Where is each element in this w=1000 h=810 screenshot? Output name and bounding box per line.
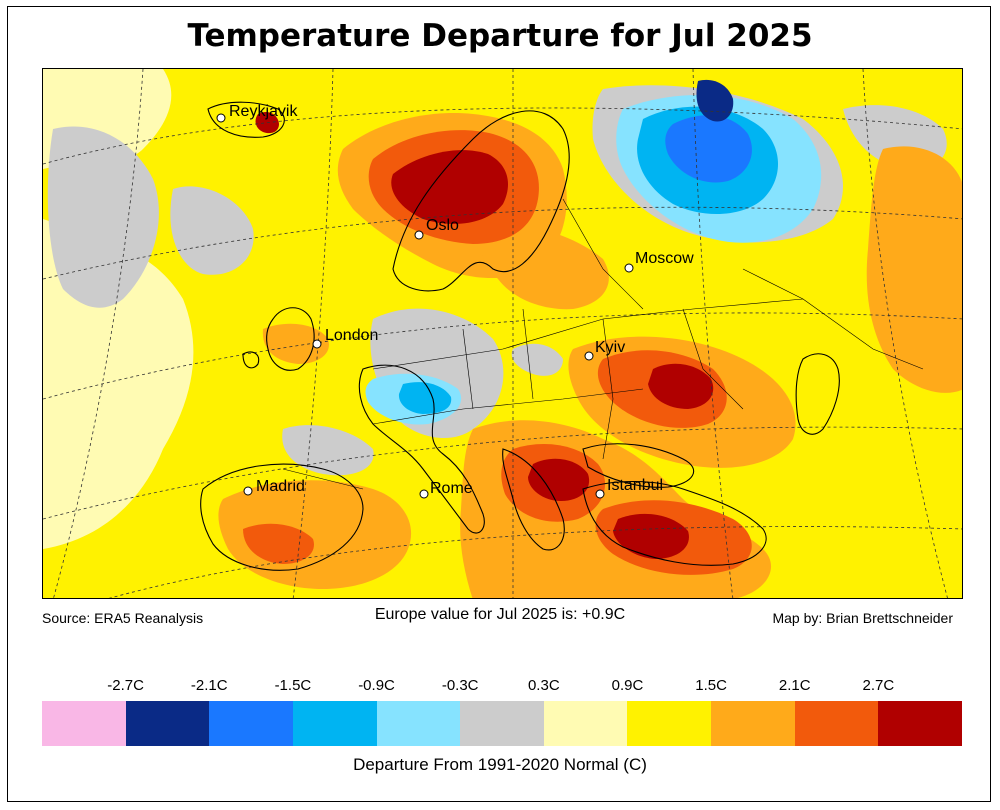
legend-swatch [711, 701, 795, 746]
city-label-istanbul: Istanbul [607, 477, 663, 494]
credit-text: Map by: Brian Brettschneider [772, 610, 953, 626]
anomaly-gray-france [282, 425, 374, 476]
city-rome: Rome [419, 480, 473, 499]
legend-tick-label: -2.7C [107, 677, 144, 694]
legend-swatch [543, 701, 628, 746]
legend-tick-labels: -2.7C -2.1C -1.5C -0.9C -0.3C 0.3C 0.9C 1.5C 2.1… [0, 677, 1000, 699]
city-reykjavik: Reykjavik [216, 103, 298, 123]
anomaly-deepblue-russia [665, 115, 752, 183]
map-title: Temperature Departure for Jul 2025 [187, 18, 813, 54]
legend-tick-label: -0.9C [358, 677, 395, 694]
legend-tick-label: 0.3C [527, 677, 560, 694]
anomaly-darkred-balkans [528, 458, 590, 501]
city-label-moscow: Moscow [635, 250, 694, 267]
city-label-oslo: Oslo [426, 217, 459, 234]
city-markers: Reykjavik Oslo Moscow London Kyiv Madrid [216, 103, 694, 499]
country-borders [282, 198, 924, 490]
anomaly-blue-alps [398, 382, 452, 414]
europe-summary-text: Europe value for Jul 2025 is: +0.9C [374, 606, 626, 623]
anomaly-redorange-spain [243, 523, 314, 564]
legend-swatch [125, 701, 210, 746]
city-oslo: Oslo [414, 217, 459, 240]
temperature-map: Reykjavik Oslo Moscow London Kyiv Madrid [42, 68, 963, 599]
city-london: London [312, 327, 378, 349]
figure-frame [7, 6, 991, 802]
city-label-rome: Rome [430, 480, 473, 497]
legend-tick-label: -2.1C [190, 677, 228, 694]
legend-tick-label: -0.3C [441, 677, 479, 694]
anomaly-gray-atlantic [47, 126, 159, 308]
anomaly-gray-poland [511, 343, 563, 376]
city-label-reykjavik: Reykjavik [229, 103, 298, 120]
city-label-kyiv: Kyiv [595, 339, 625, 356]
legend-tick-label: -1.5C [274, 677, 312, 694]
city-kyiv: Kyiv [584, 339, 625, 361]
legend-tick-label: 2.1C [778, 677, 811, 694]
city-label-madrid: Madrid [256, 478, 305, 495]
anomaly-darkred-turkey [613, 513, 689, 559]
anomaly-gray-atlantic-2 [170, 186, 254, 275]
legend-color-bar [42, 701, 963, 746]
anomaly-darkred-ukraine [648, 363, 714, 409]
source-text: Source: ERA5 Reanalysis [42, 610, 204, 626]
map-canvas: Reykjavik Oslo Moscow London Kyiv Madrid [43, 69, 962, 598]
legend-tick-label: 1.5C [695, 677, 727, 694]
legend-title: Departure From 1991-2020 Normal (C) [353, 755, 647, 774]
city-label-london: London [325, 327, 378, 344]
anomaly-orange-england [262, 323, 329, 364]
city-moscow: Moscow [624, 250, 694, 273]
anomaly-orange-baltic [479, 225, 609, 310]
graticule [43, 69, 962, 598]
coastlines [200, 101, 840, 571]
legend-swatch [292, 701, 377, 746]
city-madrid: Madrid [243, 478, 305, 496]
anomaly-darkred-scandinavia [391, 150, 508, 224]
anomaly-orange-east [866, 146, 962, 393]
legend-swatch [376, 701, 461, 746]
legend-swatch [460, 701, 544, 746]
legend-swatch [209, 701, 293, 746]
legend-swatch [878, 701, 963, 746]
legend-swatch [627, 701, 712, 746]
legend-swatch [42, 701, 126, 746]
legend-tick-label: 0.9C [611, 677, 644, 694]
legend-swatch [794, 701, 879, 746]
legend-tick-label: 2.7C [862, 677, 895, 694]
city-istanbul: Istanbul [595, 477, 663, 499]
